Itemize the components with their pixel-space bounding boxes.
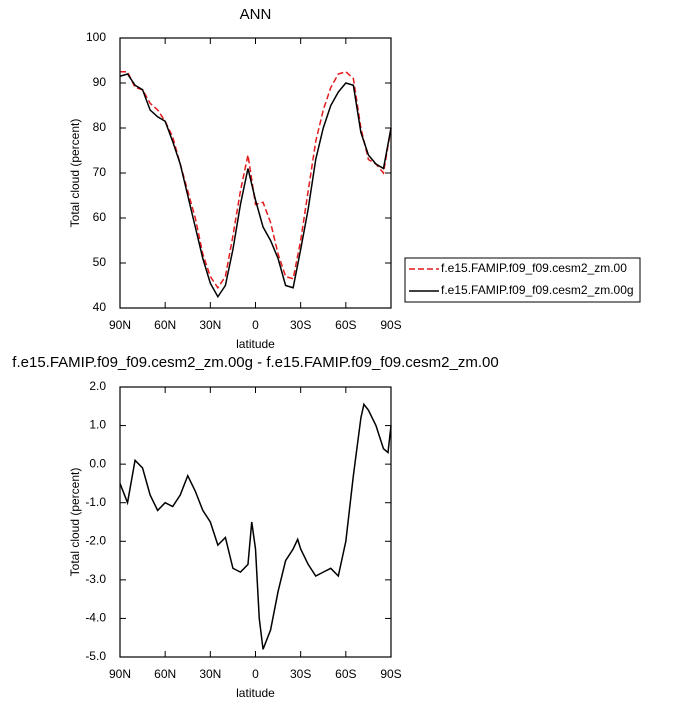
y-tick-label: -4.0: [85, 611, 106, 625]
y-tick-label: 70: [93, 165, 107, 179]
y-tick-label: -5.0: [85, 649, 106, 663]
chart-title: f.e15.FAMIP.f09_f09.cesm2_zm.00g - f.e15…: [12, 354, 498, 371]
y-axis-label: Total cloud (percent): [68, 468, 82, 577]
data-line: [120, 70, 392, 290]
y-tick-label: 40: [93, 300, 107, 314]
y-tick-label: 60: [93, 210, 107, 224]
y-tick-label: 1.0: [89, 418, 106, 432]
x-tick-label: 0: [252, 667, 259, 681]
x-tick-label: 90S: [380, 318, 401, 332]
x-tick-label: 0: [252, 318, 259, 332]
x-tick-label: 60S: [335, 667, 356, 681]
data-line: [119, 73, 392, 299]
legend-label: f.e15.FAMIP.f09_f09.cesm2_zm.00g: [441, 283, 634, 297]
plot-frame: [119, 37, 392, 309]
y-tick-label: 2.0: [89, 379, 106, 393]
x-tick-label: 30N: [199, 667, 221, 681]
y-tick-label: 0.0: [89, 456, 106, 470]
x-axis-label: latitude: [236, 337, 275, 351]
y-tick-label: 100: [86, 30, 106, 44]
y-tick-label: 90: [93, 75, 107, 89]
y-axis-label: Total cloud (percent): [68, 119, 82, 228]
x-tick-label: 90S: [380, 667, 401, 681]
y-tick-label: 80: [93, 120, 107, 134]
x-tick-label: 60N: [154, 667, 176, 681]
y-tick-label: -1.0: [85, 495, 106, 509]
data-line: [119, 402, 392, 650]
x-tick-label: 30N: [199, 318, 221, 332]
x-tick-label: 90N: [109, 667, 131, 681]
x-axis-label: latitude: [236, 686, 275, 700]
x-tick-label: 60N: [154, 318, 176, 332]
x-tick-label: 60S: [335, 318, 356, 332]
x-tick-label: 30S: [290, 667, 311, 681]
x-tick-label: 90N: [109, 318, 131, 332]
chart-title: ANN: [240, 6, 272, 23]
y-tick-label: 50: [93, 255, 107, 269]
y-tick-label: -2.0: [85, 533, 106, 547]
plot-frame: [119, 386, 392, 658]
x-tick-label: 30S: [290, 318, 311, 332]
legend-label: f.e15.FAMIP.f09_f09.cesm2_zm.00: [441, 261, 627, 275]
legend-box: [404, 257, 641, 303]
y-tick-label: -3.0: [85, 572, 106, 586]
